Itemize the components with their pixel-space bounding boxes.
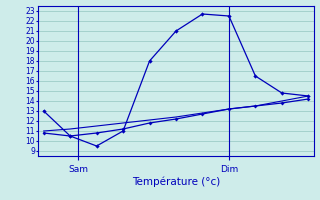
X-axis label: Température (°c): Température (°c) bbox=[132, 177, 220, 187]
